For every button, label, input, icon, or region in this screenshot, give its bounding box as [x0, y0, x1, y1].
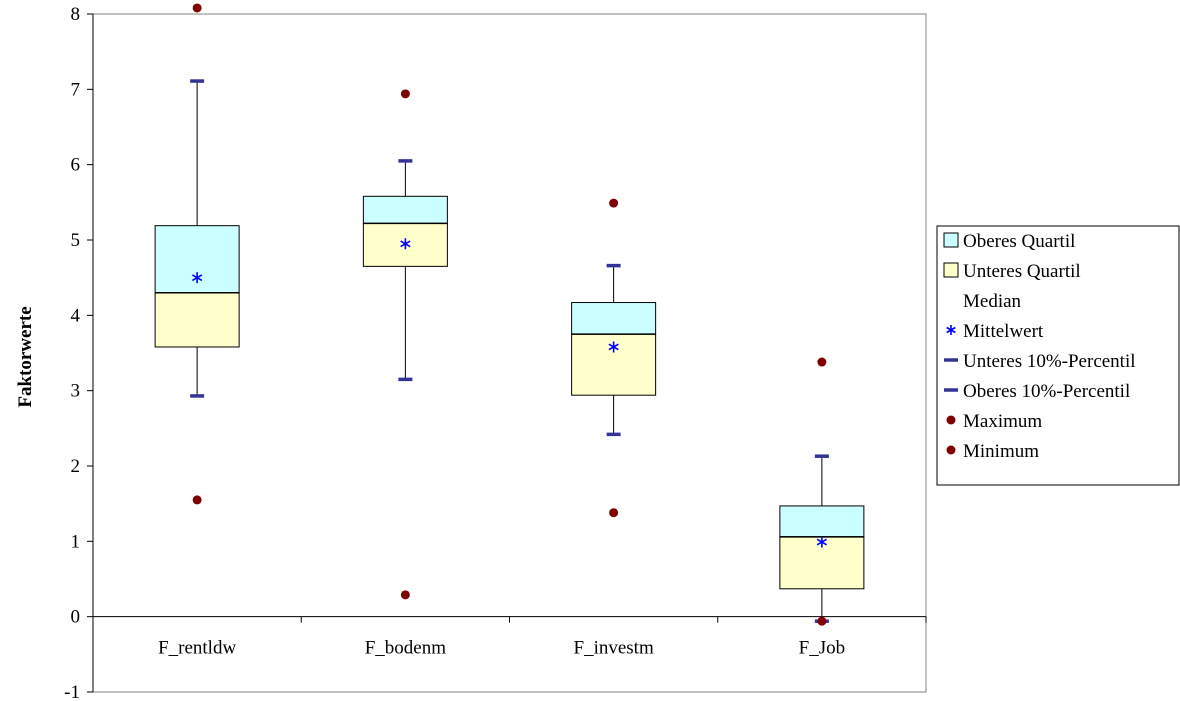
minimum-point: [609, 508, 619, 518]
y-tick-label: 2: [71, 456, 81, 477]
y-tick-label: 3: [71, 381, 81, 402]
lower-quartile-box: [154, 292, 240, 348]
box-F_rentldw: [154, 3, 240, 505]
box-F_bodenm: [362, 89, 448, 600]
y-tick-label: 4: [71, 305, 81, 326]
legend-dot-icon: [946, 415, 956, 425]
box-F_investm: [571, 198, 657, 518]
mean-marker: [608, 341, 619, 353]
mean-star-stroke: [816, 538, 828, 546]
minimum-point: [400, 590, 410, 600]
y-tick-label: 1: [71, 531, 81, 552]
legend-item: Median: [963, 291, 1022, 312]
maximum-point: [609, 198, 619, 208]
legend-item: Unteres 10%-Percentil: [944, 351, 1136, 372]
category-label: F_rentldw: [158, 638, 236, 659]
legend-swatch: [943, 232, 959, 248]
legend-swatch: [943, 262, 959, 278]
y-tick-label: 7: [71, 79, 81, 100]
maximum-point: [192, 3, 202, 13]
mean-star-stroke: [608, 343, 619, 351]
maximum-point: [817, 357, 827, 367]
legend-star-icon: [946, 325, 956, 335]
legend: Oberes Quartil Unteres Quartil Median Mitte…: [936, 225, 1180, 486]
legend-item: Minimum: [946, 441, 1039, 462]
y-axis-title: Faktorwerte: [15, 306, 36, 407]
legend-label: Minimum: [963, 441, 1039, 462]
legend-label: Maximum: [963, 411, 1042, 432]
y-tick-label: 6: [71, 155, 81, 176]
legend-label: Oberes 10%-Percentil: [963, 381, 1130, 402]
mean-star-stroke: [400, 240, 411, 248]
category-label: F_Job: [799, 638, 845, 659]
mean-marker: [191, 272, 203, 284]
y-tick-label: 0: [71, 607, 81, 628]
legend-item: Maximum: [946, 411, 1042, 432]
legend-dot-icon: [946, 445, 956, 455]
minimum-point: [192, 495, 202, 505]
legend-border: [936, 225, 1180, 486]
upper-quartile-box: [571, 302, 657, 335]
y-tick-label: 8: [71, 4, 81, 25]
category-label: F_bodenm: [365, 638, 447, 659]
legend-item: Oberes 10%-Percentil: [944, 381, 1130, 402]
legend-label: Oberes Quartil: [963, 231, 1075, 252]
legend-label: Unteres Quartil: [963, 261, 1081, 282]
mean-star-stroke: [191, 274, 203, 282]
legend-label: Mittelwert: [963, 321, 1044, 342]
legend-item: Mittelwert: [946, 321, 1044, 342]
plot-border: [92, 13, 927, 693]
mean-marker: [400, 238, 411, 250]
upper-quartile-box: [362, 195, 448, 224]
y-tick-label: 5: [71, 230, 81, 251]
maximum-point: [400, 89, 410, 99]
y-tick-label: -1: [64, 682, 80, 701]
legend-label: Unteres 10%-Percentil: [963, 351, 1136, 372]
minimum-point: [817, 616, 827, 626]
legend-item: Oberes Quartil: [943, 231, 1075, 252]
category-label: F_investm: [574, 638, 654, 659]
mean-marker: [816, 536, 828, 548]
upper-quartile-box: [779, 505, 865, 538]
box-F_Job: [779, 357, 865, 626]
legend-label: Median: [963, 291, 1022, 312]
plot-area: -1 0 1 2 3 4 5 6 7 8 F_rentldw F_bodenm F_investm F_J…: [64, 3, 927, 701]
legend-item: Unteres Quartil: [943, 261, 1081, 282]
legend-star-stroke: [946, 326, 956, 334]
